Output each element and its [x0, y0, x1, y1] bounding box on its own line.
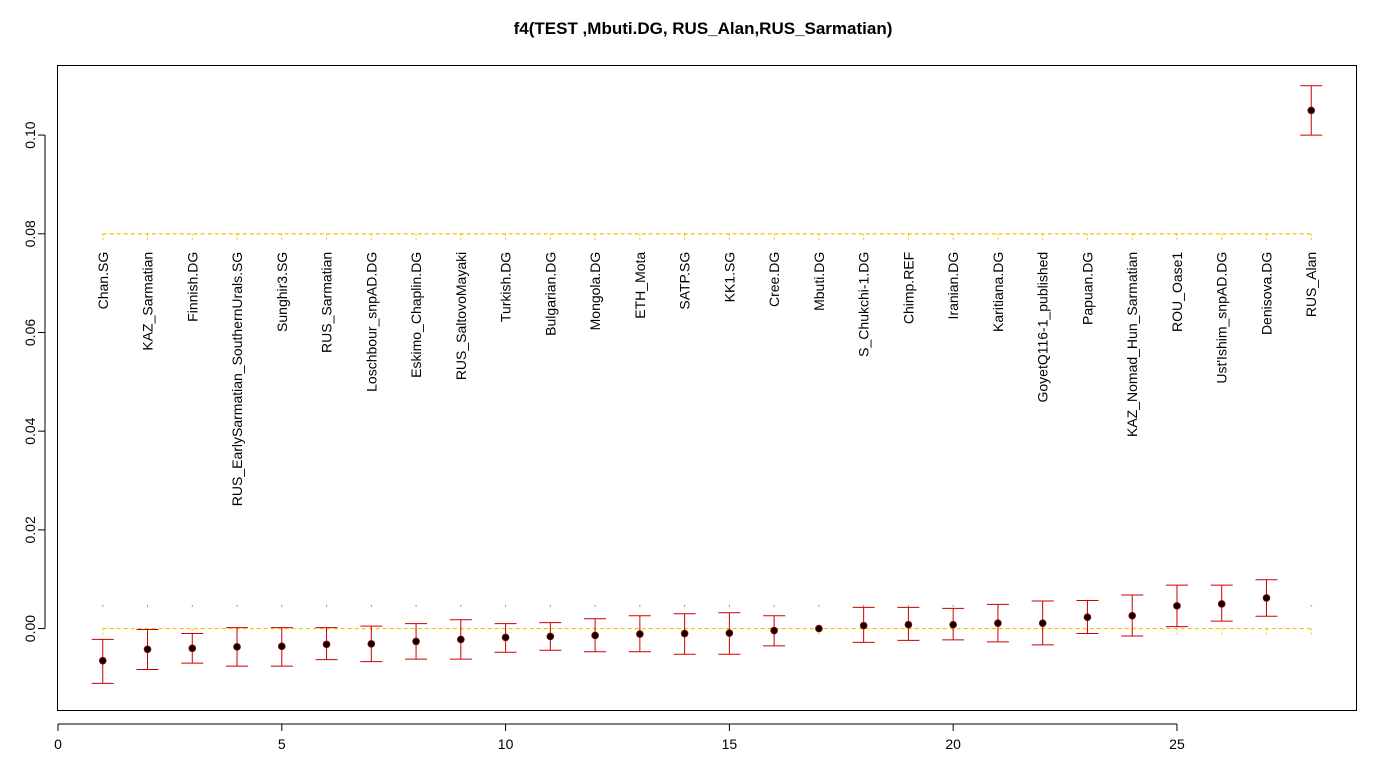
x-tick-label: 25 [1169, 736, 1185, 752]
x-tick-label: 20 [945, 736, 961, 752]
population-label: KAZ_Sarmatian [140, 252, 156, 351]
population-label: Karitiana.DG [990, 252, 1006, 332]
population-label: RUS_Sarmatian [319, 252, 335, 353]
data-point [322, 640, 331, 649]
data-point [367, 640, 376, 648]
top-markers [102, 604, 1313, 607]
population-label: Loschbour_snpAD.DG [363, 252, 379, 392]
data-point [98, 656, 107, 665]
data-points [98, 106, 1316, 665]
population-label: Eskimo_Chaplin.DG [408, 252, 424, 378]
x-tick-label: 0 [54, 736, 62, 752]
data-point [546, 632, 555, 641]
x-tick-label: 5 [278, 736, 286, 752]
data-point [1307, 106, 1316, 115]
data-point [233, 643, 241, 651]
data-point [1173, 602, 1181, 610]
data-point [1038, 619, 1047, 627]
y-tick-label: 0.08 [22, 220, 38, 247]
data-point [143, 645, 152, 654]
population-label: Chimp.REF [900, 252, 916, 324]
data-point [859, 621, 868, 630]
data-point [680, 629, 689, 638]
population-label: ROU_Oase1 [1169, 252, 1185, 332]
data-point [188, 644, 197, 653]
population-label: Turkish.DG [498, 252, 514, 322]
population-label: Mbuti.DG [811, 252, 827, 311]
data-point [636, 630, 644, 638]
data-point [412, 637, 420, 646]
population-label: GoyetQ116-1_published [1035, 252, 1051, 403]
population-label: Ust'Ishim_snpAD.DG [1214, 252, 1230, 384]
population-label: Finnish.DG [184, 252, 200, 322]
y-tick-label: 0.02 [22, 516, 38, 543]
population-label: Sunghir3.SG [274, 252, 290, 332]
x-tick-label: 10 [498, 736, 514, 752]
axes: 0 5 10 15 20 25 0.00 0.02 0.04 0.06 0.08 0.10 [22, 121, 1185, 752]
data-point [770, 626, 778, 635]
population-label: Chan.SG [95, 252, 111, 310]
population-label: KAZ_Nomad_Hun_Sarmatian [1124, 252, 1140, 437]
data-point [457, 635, 465, 644]
population-label: Bulgarian.DG [542, 252, 558, 336]
x-tick-label: 15 [722, 736, 738, 752]
data-point [994, 619, 1002, 627]
data-point [1128, 611, 1137, 620]
population-label: Denisova.DG [1258, 252, 1274, 335]
population-label: S_Chukchi-1.DG [856, 252, 872, 357]
population-label: Papuan.DG [1079, 252, 1095, 325]
data-point [501, 633, 510, 642]
chart-title: f4(TEST ,Mbuti.DG, RUS_Alan,RUS_Sarmatia… [514, 19, 893, 38]
population-label: KK1.SG [721, 252, 737, 303]
population-label: Mongola.DG [587, 252, 603, 331]
population-label: Cree.DG [766, 252, 782, 307]
population-labels: Chan.SG KAZ_Sarmatian Finnish.DG RUS_EarlyS… [95, 252, 1319, 507]
y-tick-label: 0.10 [22, 121, 38, 148]
data-point [949, 620, 957, 629]
y-tick-label: 0.04 [22, 417, 38, 444]
population-label: RUS_EarlySarmatian_SouthernUrals.SG [229, 252, 245, 506]
data-point [1083, 613, 1092, 622]
population-label: ETH_Mota [632, 252, 648, 319]
data-point [591, 631, 599, 640]
data-point [904, 620, 913, 629]
y-tick-label: 0.06 [22, 319, 38, 346]
data-point [1262, 594, 1271, 602]
data-point [1217, 600, 1226, 608]
data-point [277, 642, 286, 651]
data-point [815, 624, 823, 633]
y-tick-label: 0.00 [22, 615, 38, 642]
population-label: SATP.SG [677, 252, 693, 310]
plot-frame [57, 65, 1357, 711]
data-point [725, 629, 734, 637]
population-label: RUS_SaltovoMayaki [453, 252, 469, 380]
population-label: RUS_Alan [1303, 252, 1319, 317]
population-label: Iranian.DG [945, 252, 961, 320]
